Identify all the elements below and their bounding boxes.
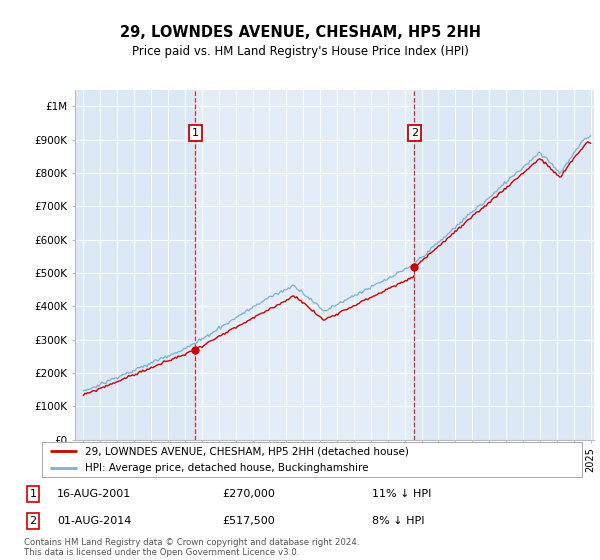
Text: 29, LOWNDES AVENUE, CHESHAM, HP5 2HH (detached house): 29, LOWNDES AVENUE, CHESHAM, HP5 2HH (de…: [85, 446, 409, 456]
Text: 11% ↓ HPI: 11% ↓ HPI: [372, 489, 431, 499]
Text: 8% ↓ HPI: 8% ↓ HPI: [372, 516, 425, 526]
Text: £517,500: £517,500: [222, 516, 275, 526]
Text: 16-AUG-2001: 16-AUG-2001: [57, 489, 131, 499]
Text: 29, LOWNDES AVENUE, CHESHAM, HP5 2HH: 29, LOWNDES AVENUE, CHESHAM, HP5 2HH: [119, 25, 481, 40]
Text: £270,000: £270,000: [222, 489, 275, 499]
Text: 2: 2: [411, 128, 418, 138]
Bar: [196, 90, 415, 440]
Text: 2: 2: [29, 516, 37, 526]
Text: 01-AUG-2014: 01-AUG-2014: [57, 516, 131, 526]
Text: Price paid vs. HM Land Registry's House Price Index (HPI): Price paid vs. HM Land Registry's House …: [131, 45, 469, 58]
Text: Contains HM Land Registry data © Crown copyright and database right 2024.
This d: Contains HM Land Registry data © Crown c…: [24, 538, 359, 557]
Text: 1: 1: [29, 489, 37, 499]
Text: HPI: Average price, detached house, Buckinghamshire: HPI: Average price, detached house, Buck…: [85, 463, 369, 473]
Text: 1: 1: [192, 128, 199, 138]
